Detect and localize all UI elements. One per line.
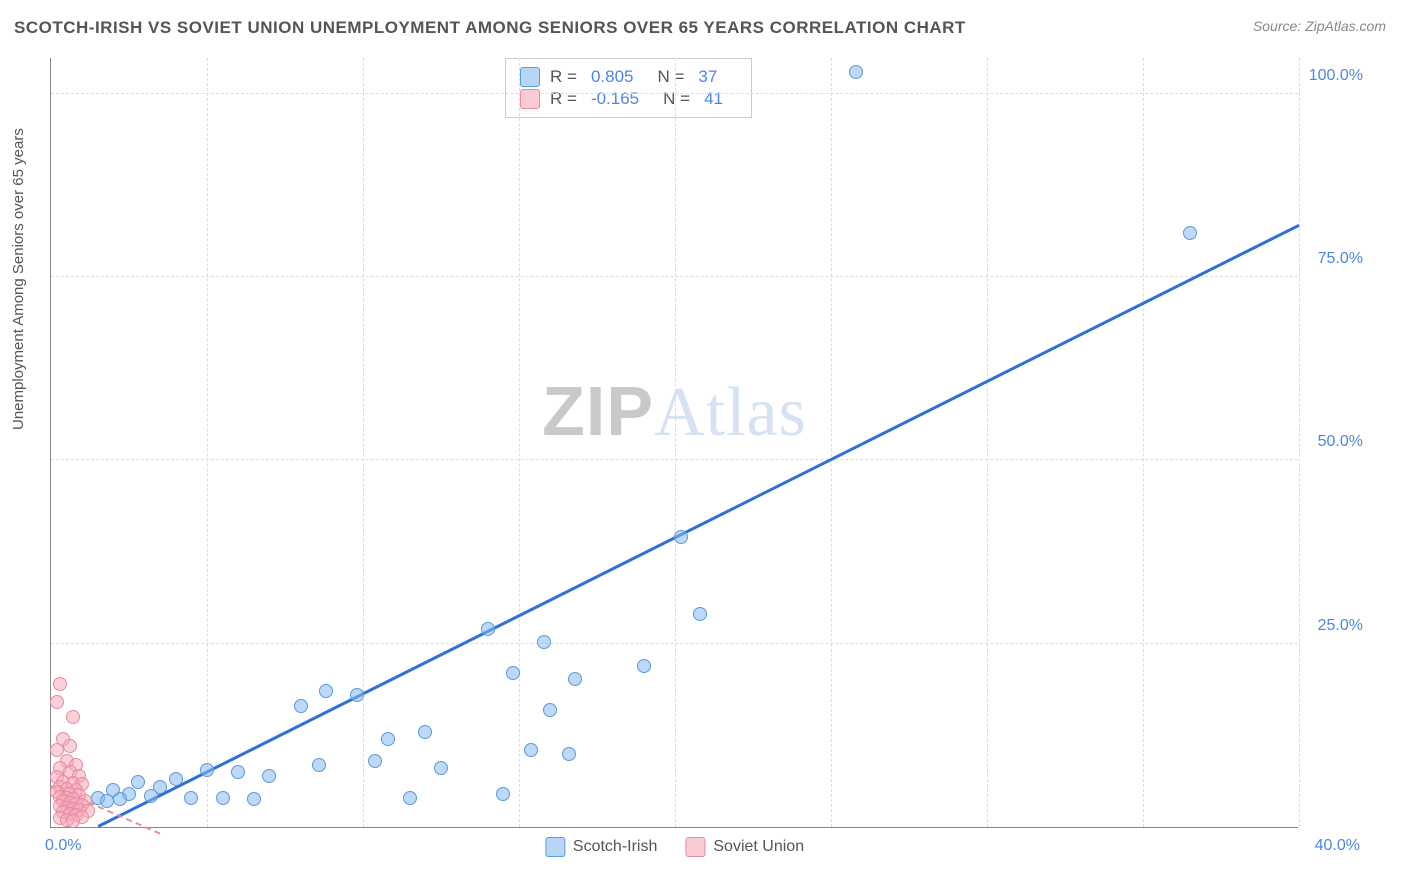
plot-area: ZIPAtlas R = 0.805 N = 37 R = -0.165 N =…: [50, 58, 1298, 828]
stats-r-value-0: 0.805: [591, 67, 634, 87]
gridline-v: [1143, 58, 1144, 827]
scatter-point-scotch-irish: [693, 607, 707, 621]
scatter-point-scotch-irish: [506, 666, 520, 680]
scatter-point-scotch-irish: [184, 791, 198, 805]
scatter-point-scotch-irish: [434, 761, 448, 775]
gridline-v: [987, 58, 988, 827]
scatter-point-scotch-irish: [144, 789, 158, 803]
scatter-point-scotch-irish: [312, 758, 326, 772]
gridline-v: [519, 58, 520, 827]
y-tick-label: 100.0%: [1309, 67, 1363, 85]
scatter-point-soviet-union: [50, 695, 64, 709]
y-axis-label: Unemployment Among Seniors over 65 years: [10, 128, 27, 430]
scatter-point-scotch-irish: [200, 763, 214, 777]
scatter-point-scotch-irish: [481, 622, 495, 636]
scatter-point-scotch-irish: [1183, 226, 1197, 240]
scatter-point-scotch-irish: [319, 684, 333, 698]
scatter-point-scotch-irish: [381, 732, 395, 746]
y-tick-label: 75.0%: [1318, 250, 1363, 268]
stats-n-label: N =: [657, 67, 684, 87]
scatter-point-scotch-irish: [849, 65, 863, 79]
scatter-point-scotch-irish: [350, 688, 364, 702]
scatter-point-scotch-irish: [247, 792, 261, 806]
legend-item-scotch-irish: Scotch-Irish: [545, 837, 657, 857]
scatter-point-scotch-irish: [131, 775, 145, 789]
watermark-bold: ZIP: [542, 372, 654, 450]
scatter-point-scotch-irish: [403, 791, 417, 805]
legend-item-soviet-union: Soviet Union: [685, 837, 804, 857]
scatter-point-scotch-irish: [537, 635, 551, 649]
scatter-point-scotch-irish: [562, 747, 576, 761]
x-tick-label: 40.0%: [1315, 837, 1360, 855]
legend: Scotch-Irish Soviet Union: [545, 837, 804, 857]
x-tick-label: 0.0%: [45, 837, 81, 855]
source-label: Source: ZipAtlas.com: [1253, 18, 1386, 34]
stats-row-scotch-irish: R = 0.805 N = 37: [520, 67, 737, 87]
watermark-light: Atlas: [654, 374, 807, 451]
y-tick-label: 50.0%: [1318, 433, 1363, 451]
scatter-point-scotch-irish: [674, 530, 688, 544]
scatter-point-soviet-union: [66, 710, 80, 724]
scatter-point-soviet-union: [66, 814, 80, 828]
scatter-point-scotch-irish: [543, 703, 557, 717]
scatter-point-scotch-irish: [294, 699, 308, 713]
legend-label-0: Scotch-Irish: [573, 838, 657, 856]
legend-swatch-pink: [685, 837, 705, 857]
chart-title: SCOTCH-IRISH VS SOVIET UNION UNEMPLOYMEN…: [14, 18, 966, 38]
gridline-v: [1299, 58, 1300, 827]
scatter-point-scotch-irish: [216, 791, 230, 805]
y-tick-label: 25.0%: [1318, 617, 1363, 635]
scatter-point-soviet-union: [63, 739, 77, 753]
gridline-v: [363, 58, 364, 827]
gridline-v: [675, 58, 676, 827]
stats-r-label: R =: [550, 67, 577, 87]
scatter-point-scotch-irish: [637, 659, 651, 673]
gridline-v: [207, 58, 208, 827]
scatter-point-scotch-irish: [524, 743, 538, 757]
gridline-v: [831, 58, 832, 827]
scatter-point-scotch-irish: [568, 672, 582, 686]
scatter-point-scotch-irish: [496, 787, 510, 801]
scatter-point-scotch-irish: [169, 772, 183, 786]
stats-swatch-blue: [520, 67, 540, 87]
scatter-point-scotch-irish: [368, 754, 382, 768]
scatter-point-scotch-irish: [262, 769, 276, 783]
scatter-point-scotch-irish: [113, 792, 127, 806]
scatter-point-soviet-union: [53, 677, 67, 691]
legend-label-1: Soviet Union: [713, 838, 804, 856]
stats-n-value-0: 37: [698, 67, 717, 87]
trend-line-scotch-irish: [97, 223, 1299, 827]
legend-swatch-blue: [545, 837, 565, 857]
scatter-point-scotch-irish: [418, 725, 432, 739]
stats-box: R = 0.805 N = 37 R = -0.165 N = 41: [505, 58, 752, 118]
scatter-point-scotch-irish: [231, 765, 245, 779]
